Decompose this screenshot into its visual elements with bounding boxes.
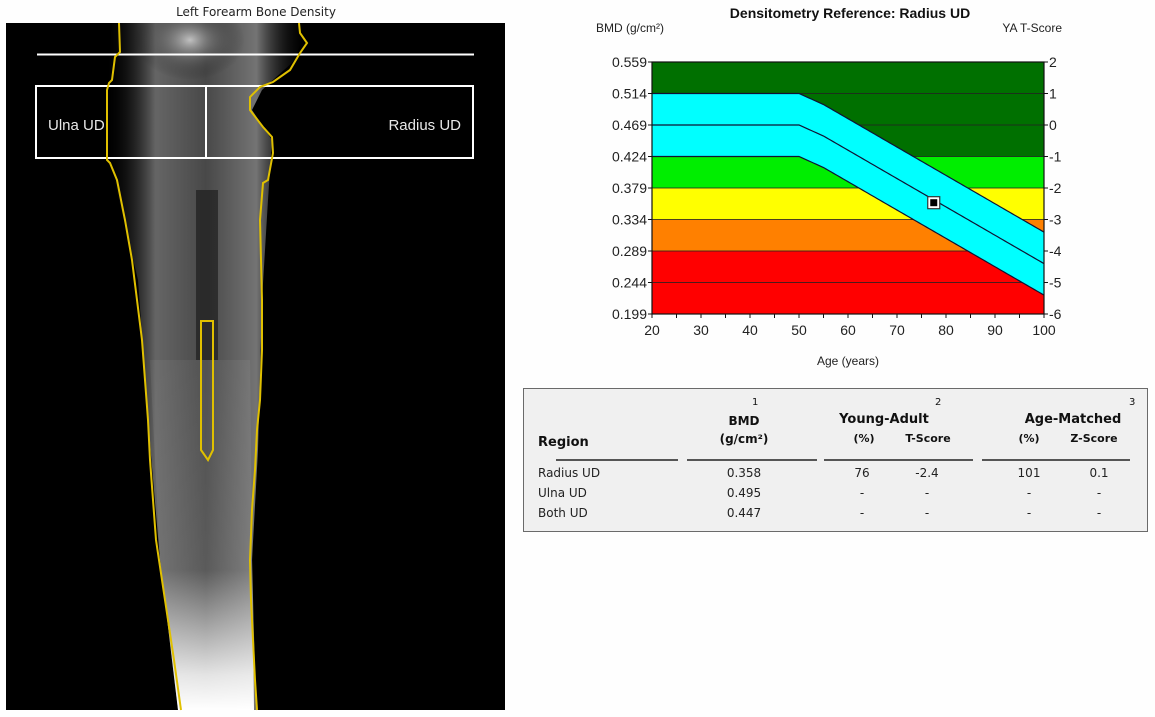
cell-z-score: - [1096,506,1102,520]
x-axis-label: Age (years) [816,354,880,368]
cell-region: Ulna UD [538,486,587,500]
cell-z-score: 0.1 [1089,466,1109,480]
x-tick-label: 60 [840,322,856,338]
cell-ya-pct: - [859,486,865,500]
reference-upper-line [652,92,1045,233]
y-right-tick-label: 0 [1049,117,1057,133]
cell-bmd: 0.358 [726,466,762,480]
y-left-tick-label: 0.469 [612,117,647,133]
ulna-outline [106,22,182,711]
y-right-tick-label: 2 [1049,54,1057,70]
forearm-scan-image: Ulna UD Radius UD [6,22,505,711]
radius-outline [248,22,309,711]
chart-tick-labels: 20 30 40 50 60 70 80 90 1000.5590.5140.4690.4240… [612,54,1062,338]
y-right-tick-label: -3 [1049,212,1062,228]
roi-label-ulna: Ulna UD [48,117,105,134]
header-young-adult: Young-Adult [839,412,929,427]
x-tick-label: 50 [791,322,807,338]
y-left-tick-label: 0.244 [612,275,647,291]
chart-band-lines [652,92,1045,296]
footnote-2: 2 [935,397,942,408]
header-ya-pct: (%) [853,432,875,445]
reference-band-cover [652,93,1044,296]
y-left-tick-label: 0.424 [612,149,647,165]
header-rule-region [556,459,678,461]
x-tick-label: 100 [1032,322,1056,338]
cell-t-score: -2.4 [915,466,939,480]
patient-point-group [927,196,941,210]
x-tick-label: 20 [644,322,660,338]
bone-proximal-highlight [135,23,245,80]
cell-z-score: - [1096,486,1102,500]
cell-ya-pct: - [859,506,865,520]
y-right-tick-label: -2 [1049,180,1062,196]
cell-am-pct: - [1026,506,1032,520]
medullary-outline [200,320,214,462]
cell-bmd: 0.495 [726,486,762,500]
reference-mean-line [652,124,1045,265]
header-age-matched: Age-Matched [1024,412,1122,427]
header-bmd-units: (g/cm²) [719,432,769,446]
y-left-tick-label: 0.379 [612,180,647,196]
cell-am-pct: 101 [1017,466,1041,480]
bone-distal-highlight [150,360,254,710]
chart-axes [648,61,1048,318]
cell-t-score: - [924,506,930,520]
patient-point [930,199,938,207]
image-title: Left Forearm Bone Density [176,5,336,19]
footnote-3: 3 [1129,397,1136,408]
densitometry-chart: 20 30 40 50 60 70 80 90 1000.5590.5140.4690.4240… [612,54,1062,338]
y-axis-left-label: BMD (g/cm²) [596,21,664,35]
x-tick-label: 30 [693,322,709,338]
y-axis-right-label: YA T-Score [1002,21,1062,35]
y-left-tick-label: 0.289 [612,243,647,259]
header-bmd: BMD [728,414,760,428]
header-rule-young-adult [824,459,973,461]
cell-ya-pct: 76 [854,466,870,480]
y-left-tick-label: 0.514 [612,86,647,102]
bone-medullary-shadow [196,190,218,360]
header-rule-age-matched [982,459,1130,461]
header-rule-bmd [687,459,817,461]
x-tick-label: 80 [938,322,954,338]
roi-box [35,85,474,159]
cell-region: Radius UD [538,466,601,480]
x-tick-label: 40 [742,322,758,338]
x-tick-label: 70 [889,322,905,338]
y-right-tick-label: -6 [1049,306,1062,322]
y-left-tick-label: 0.559 [612,54,647,70]
results-table: Region 1 BMD (g/cm²) 2 Young-Adult (%) T… [523,388,1148,532]
header-t-score: T-Score [905,432,951,445]
y-right-tick-label: -5 [1049,275,1062,291]
y-right-tick-label: 1 [1049,86,1057,102]
y-right-tick-label: -4 [1049,243,1062,259]
y-left-tick-label: 0.199 [612,306,647,322]
header-am-pct: (%) [1018,432,1040,445]
reference-lower-line [652,155,1045,296]
roi-label-radius: Radius UD [388,117,461,134]
footnote-1: 1 [752,397,759,408]
chart-title: Densitometry Reference: Radius UD [729,5,971,21]
cell-bmd: 0.447 [726,506,762,520]
cell-am-pct: - [1026,486,1032,500]
y-right-tick-label: -1 [1049,149,1062,165]
cell-t-score: - [924,486,930,500]
header-region: Region [538,435,589,450]
y-left-tick-label: 0.334 [612,212,647,228]
cell-region: Both UD [538,506,588,520]
x-tick-label: 90 [987,322,1003,338]
header-z-score: Z-Score [1070,432,1118,445]
